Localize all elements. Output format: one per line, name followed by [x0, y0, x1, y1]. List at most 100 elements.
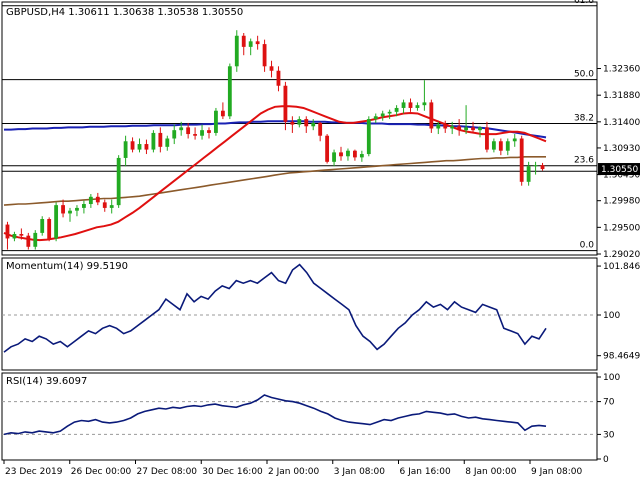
candle [40, 216, 45, 236]
moving-averages [3, 105, 547, 242]
candle [352, 149, 357, 161]
candle [436, 121, 441, 135]
sma-mid-line [4, 120, 547, 139]
candle [12, 231, 17, 242]
price-axis: 1.32360 1.31880 1.31400 1.30930 1.30450 1.299… [597, 65, 640, 260]
candle [526, 161, 531, 186]
price-tick-label: 1.29980 [603, 197, 640, 207]
candle [290, 116, 295, 133]
candle-body [505, 141, 510, 151]
candle-body [457, 126, 462, 131]
indicator-tick-label: 100 [603, 373, 620, 383]
candle [415, 102, 420, 111]
candle-body [255, 41, 260, 45]
candle [200, 124, 204, 140]
candle [109, 199, 114, 214]
candle-body [248, 41, 253, 47]
price-tick-label: 1.30930 [603, 144, 640, 154]
candle-body [304, 119, 309, 127]
candle-body [339, 152, 343, 157]
candle-body [352, 150, 357, 158]
candle [81, 200, 86, 214]
indicator-tick-label: 0 [603, 455, 609, 465]
candle [123, 135, 128, 167]
price-pane-frame [1, 1, 598, 256]
time-axis: 23 Dec 2019 26 Dec 00:00 27 Dec 08:00 30 De… [3, 460, 583, 477]
indicator-tick-label: 101.8467 [603, 262, 640, 272]
candle-body [290, 121, 295, 125]
candle-body [283, 85, 288, 122]
candlesticks [5, 30, 545, 250]
candle [193, 127, 198, 140]
candle-body [172, 130, 177, 139]
candle [498, 138, 503, 156]
candle [220, 102, 225, 120]
time-tick-label: 9 Jan 08:00 [531, 467, 583, 477]
candle-body [533, 165, 538, 167]
candle [339, 146, 343, 161]
candle [512, 134, 517, 147]
candle [172, 124, 177, 145]
indicator-tick-label: 70 [603, 398, 615, 408]
momentum-line [3, 263, 547, 353]
candle-body [227, 66, 232, 117]
candle-body [68, 210, 72, 214]
candle [54, 202, 59, 242]
candle-body [373, 116, 378, 120]
indicator-series-line [3, 394, 547, 436]
candle [95, 192, 100, 206]
candle [88, 194, 93, 208]
candle-body [443, 124, 448, 129]
candle [519, 135, 524, 186]
candle [380, 110, 385, 121]
candle [102, 199, 107, 212]
candle-body [234, 35, 239, 67]
candle-body [526, 166, 531, 182]
time-tick-label: 2 Jan 00:00 [268, 467, 320, 477]
candle [61, 199, 65, 218]
candle [276, 66, 281, 92]
candle-body [394, 107, 399, 112]
candle [304, 116, 309, 133]
price-tick-label: 1.31400 [603, 118, 640, 128]
indicator-series-line [3, 263, 547, 353]
candle-body [408, 102, 413, 108]
candle-body [19, 234, 24, 236]
candle-body [137, 144, 142, 150]
candle-body [325, 135, 330, 162]
candle [485, 121, 489, 153]
candle [450, 121, 455, 135]
candle [137, 138, 142, 153]
indicator-tick-label: 100 [603, 311, 620, 321]
candle [234, 30, 239, 72]
rsi-title: RSI(14) 39.6097 [6, 376, 87, 387]
candle [269, 60, 274, 78]
time-tick-label: 6 Jan 16:00 [400, 467, 452, 477]
rsi-pane: 100 70 30 0 RSI(14) 39.6097 [1, 372, 620, 465]
candle-body [401, 102, 406, 108]
candle [422, 80, 427, 111]
candle-body [498, 141, 503, 151]
momentum-pane-frame [1, 257, 598, 371]
candle-body [33, 232, 38, 247]
candle-body [95, 196, 100, 203]
candle [75, 205, 79, 217]
candle [373, 113, 378, 123]
candle-body [54, 205, 59, 239]
candle-body [193, 134, 198, 136]
candle-body [519, 138, 524, 182]
candle-body [297, 119, 302, 125]
time-tick-label: 3 Jan 08:00 [334, 467, 386, 477]
rsi-line [3, 394, 547, 436]
candle-body [436, 124, 441, 129]
candle-body [540, 165, 545, 170]
candle [179, 121, 184, 136]
indicator-tick-label: 98.4649 [603, 352, 640, 362]
candle-body [158, 132, 163, 147]
price-tick-label: 1.30450 [603, 171, 640, 181]
candle [464, 105, 469, 135]
candle-body [485, 127, 489, 150]
fib-label: 23.6 [574, 156, 594, 166]
candle-body [387, 111, 392, 114]
